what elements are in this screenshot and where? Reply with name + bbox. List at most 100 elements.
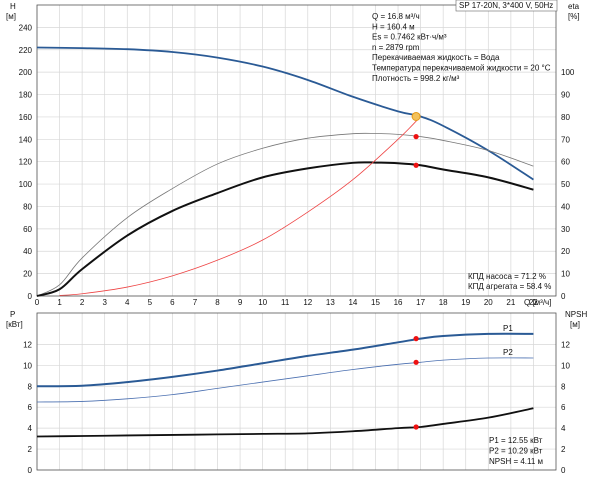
lower-duty-point-1	[413, 359, 419, 365]
x-tick-label: 10	[258, 298, 267, 307]
info-line: Плотность = 998.2 кг/м³	[372, 74, 460, 83]
efficiency-line: КПД насоса = 71.2 %	[468, 272, 546, 281]
y-right-tick-label: 70	[561, 135, 570, 144]
y-right-tick-label: 80	[561, 113, 570, 122]
y-right-tick-label: 60	[561, 158, 570, 167]
x-tick-label: 20	[484, 298, 493, 307]
x-tick-label: 11	[281, 298, 290, 307]
lower-series-line-1	[36, 357, 534, 403]
x-axis-label: Q [м³/ч]	[524, 298, 551, 307]
npsh-tick-label: 2	[561, 445, 566, 454]
x-tick-label: 0	[35, 298, 40, 307]
y-left-tick-label: 140	[19, 135, 33, 144]
x-tick-label: 17	[416, 298, 425, 307]
info-line: Перекачиваемая жидкость = Вода	[372, 53, 500, 62]
y-left-axis-label: H	[10, 2, 16, 11]
y-right-tick-label: 100	[561, 68, 575, 77]
x-tick-label: 19	[461, 298, 470, 307]
p-axis-unit: [кВт]	[6, 320, 23, 329]
x-tick-label: 13	[326, 298, 335, 307]
lower-duty-point-2	[413, 424, 419, 430]
x-tick-label: 3	[102, 298, 107, 307]
y-left-tick-label: 240	[19, 23, 33, 32]
y-left-tick-label: 20	[23, 270, 32, 279]
y-right-tick-label: 0	[561, 292, 566, 301]
series-line-0	[36, 46, 534, 181]
lower-series-line-0	[36, 332, 534, 388]
lower-duty-point-0	[413, 336, 419, 342]
info-line: Q = 16.8 м³/ч	[372, 12, 420, 21]
p-tick-label: 2	[28, 445, 33, 454]
x-tick-label: 14	[348, 298, 357, 307]
p-tick-label: 0	[28, 466, 33, 474]
y-right-tick-label: 40	[561, 202, 570, 211]
x-tick-label: 22	[529, 298, 538, 307]
model-label-box	[455, 0, 558, 12]
series-label-p1: P1	[503, 324, 513, 333]
npsh-tick-label: 12	[561, 340, 570, 349]
y-left-tick-label: 180	[19, 91, 33, 100]
x-tick-label: 8	[215, 298, 220, 307]
efficiency-line: КПД агрегата = 58.4 %	[468, 282, 551, 291]
plot-frame-lower	[36, 312, 557, 471]
y-left-tick-label: 100	[19, 180, 33, 189]
y-right-tick-label: 50	[561, 180, 570, 189]
npsh-tick-label: 10	[561, 361, 570, 370]
y-left-tick-label: 220	[19, 46, 33, 55]
x-tick-label: 1	[57, 298, 62, 307]
lower-info-line: P2 = 10.29 кВт	[489, 447, 543, 456]
y-left-tick-label: 0	[28, 292, 33, 301]
p-tick-label: 8	[28, 382, 33, 391]
p-axis-label: P	[10, 310, 15, 319]
series-line-2	[36, 161, 534, 297]
x-tick-label: 18	[439, 298, 448, 307]
p-tick-label: 6	[28, 403, 33, 412]
npsh-axis-unit: [м]	[570, 320, 580, 329]
y-left-tick-label: 120	[19, 158, 33, 167]
npsh-axis-label: NPSH	[565, 310, 587, 319]
y-left-axis-unit: [м]	[6, 12, 16, 21]
y-right-tick-label: 90	[561, 91, 570, 100]
duty-point-2	[413, 162, 419, 168]
info-line: n = 2879 rpm	[372, 43, 420, 52]
x-tick-label: 16	[394, 298, 403, 307]
npsh-tick-label: 8	[561, 382, 566, 391]
y-left-tick-label: 200	[19, 68, 33, 77]
x-tick-label: 6	[170, 298, 175, 307]
y-left-tick-label: 40	[23, 247, 32, 256]
duty-point-head	[411, 111, 421, 121]
series-line-1	[36, 132, 534, 297]
y-right-axis-label: eta	[568, 2, 580, 11]
x-tick-label: 2	[80, 298, 85, 307]
npsh-tick-label: 6	[561, 403, 566, 412]
lower-info-line: P1 = 12.55 кВт	[489, 436, 543, 445]
info-line: Температура перекачиваемой жидкости = 20…	[372, 64, 551, 73]
x-tick-label: 15	[371, 298, 380, 307]
p-tick-label: 12	[23, 340, 32, 349]
x-tick-label: 5	[148, 298, 153, 307]
y-left-tick-label: 60	[23, 225, 32, 234]
npsh-tick-label: 4	[561, 424, 566, 433]
y-left-tick-label: 80	[23, 202, 32, 211]
lower-series-line-2	[36, 407, 534, 438]
npsh-tick-label: 0	[561, 466, 566, 474]
x-tick-label: 21	[506, 298, 515, 307]
series-label-p2: P2	[503, 348, 513, 357]
p-tick-label: 10	[23, 361, 32, 370]
y-right-axis-unit: [%]	[568, 12, 580, 21]
x-tick-label: 9	[238, 298, 243, 307]
y-right-tick-label: 30	[561, 225, 570, 234]
plot-frame	[36, 4, 557, 297]
x-tick-label: 4	[125, 298, 130, 307]
series-line-3	[59, 116, 421, 296]
x-tick-label: 7	[193, 298, 198, 307]
model-label: SP 17-20N, 3*400 V, 50Hz	[459, 1, 553, 10]
lower-info-line: NPSH = 4.11 м	[489, 457, 543, 466]
info-line: H = 160.4 м	[372, 22, 415, 31]
y-left-tick-label: 160	[19, 113, 33, 122]
p-tick-label: 4	[28, 424, 33, 433]
y-right-tick-label: 10	[561, 270, 570, 279]
y-right-tick-label: 20	[561, 247, 570, 256]
